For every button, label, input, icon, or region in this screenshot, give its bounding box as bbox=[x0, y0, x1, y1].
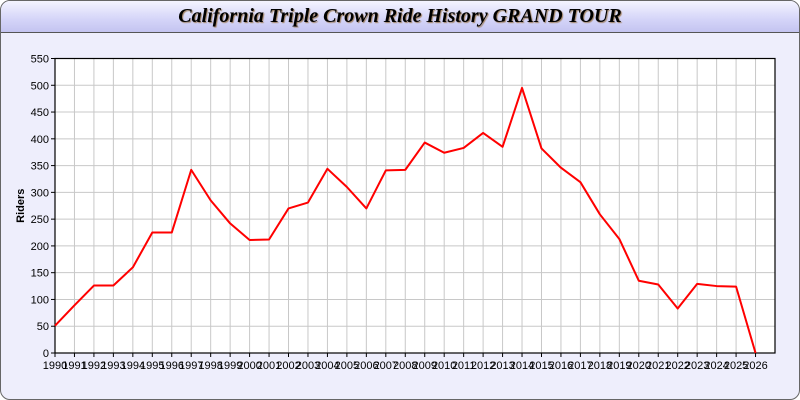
x-tick-label: 1993 bbox=[101, 360, 125, 372]
x-tick-label: 2003 bbox=[296, 360, 320, 372]
chart-title: California Triple Crown Ride History GRA… bbox=[178, 5, 622, 27]
y-tick-label: 50 bbox=[37, 321, 49, 333]
x-tick-label: 2009 bbox=[412, 360, 436, 372]
y-tick-label: 500 bbox=[31, 80, 49, 92]
x-tick-label: 2008 bbox=[393, 360, 417, 372]
x-tick-label: 2012 bbox=[471, 360, 495, 372]
x-tick-label: 2005 bbox=[335, 360, 359, 372]
x-tick-label: 2016 bbox=[549, 360, 573, 372]
x-tick-label: 2025 bbox=[724, 360, 748, 372]
x-tick-label: 1994 bbox=[121, 360, 145, 372]
x-tick-label: 2021 bbox=[646, 360, 670, 372]
x-tick-label: 2020 bbox=[627, 360, 651, 372]
x-tick-label: 2017 bbox=[568, 360, 592, 372]
y-axis-label: Riders bbox=[15, 189, 27, 223]
y-tick-label: 350 bbox=[31, 161, 49, 173]
x-tick-label: 2006 bbox=[354, 360, 378, 372]
x-tick-label: 2015 bbox=[529, 360, 553, 372]
x-tick-label: 1992 bbox=[82, 360, 106, 372]
x-tick-label: 2026 bbox=[743, 360, 767, 372]
x-tick-label: 1997 bbox=[179, 360, 203, 372]
y-tick-label: 450 bbox=[31, 107, 49, 119]
y-tick-label: 0 bbox=[43, 348, 49, 360]
x-tick-label: 2013 bbox=[490, 360, 514, 372]
x-tick-label: 2014 bbox=[510, 360, 534, 372]
x-tick-label: 2018 bbox=[588, 360, 612, 372]
y-tick-label: 250 bbox=[31, 214, 49, 226]
x-tick-label: 2010 bbox=[432, 360, 456, 372]
x-tick-label: 2001 bbox=[257, 360, 281, 372]
y-tick-label: 400 bbox=[31, 134, 49, 146]
y-tick-label: 300 bbox=[31, 187, 49, 199]
x-tick-label: 2024 bbox=[704, 360, 728, 372]
x-tick-label: 2023 bbox=[685, 360, 709, 372]
x-tick-label: 2007 bbox=[374, 360, 398, 372]
x-tick-label: 1999 bbox=[218, 360, 242, 372]
x-tick-label: 2019 bbox=[607, 360, 631, 372]
title-bar: California Triple Crown Ride History GRA… bbox=[1, 1, 799, 33]
x-tick-label: 2002 bbox=[276, 360, 300, 372]
x-tick-label: 2011 bbox=[452, 360, 476, 372]
y-tick-label: 100 bbox=[31, 294, 49, 306]
x-tick-label: 1996 bbox=[160, 360, 184, 372]
plot-border bbox=[54, 57, 776, 354]
x-tick-label: 1995 bbox=[140, 360, 164, 372]
x-tick-label: 2022 bbox=[665, 360, 689, 372]
y-tick-label: 200 bbox=[31, 241, 49, 253]
y-tick-label: 150 bbox=[31, 268, 49, 280]
x-tick-label: 2000 bbox=[237, 360, 261, 372]
y-tick-label: 550 bbox=[31, 54, 49, 66]
x-tick-label: 2004 bbox=[315, 360, 339, 372]
x-tick-label: 1998 bbox=[198, 360, 222, 372]
plot-area bbox=[55, 58, 775, 353]
x-tick-label: 1991 bbox=[62, 360, 86, 372]
x-tick-label: 1990 bbox=[43, 360, 67, 372]
